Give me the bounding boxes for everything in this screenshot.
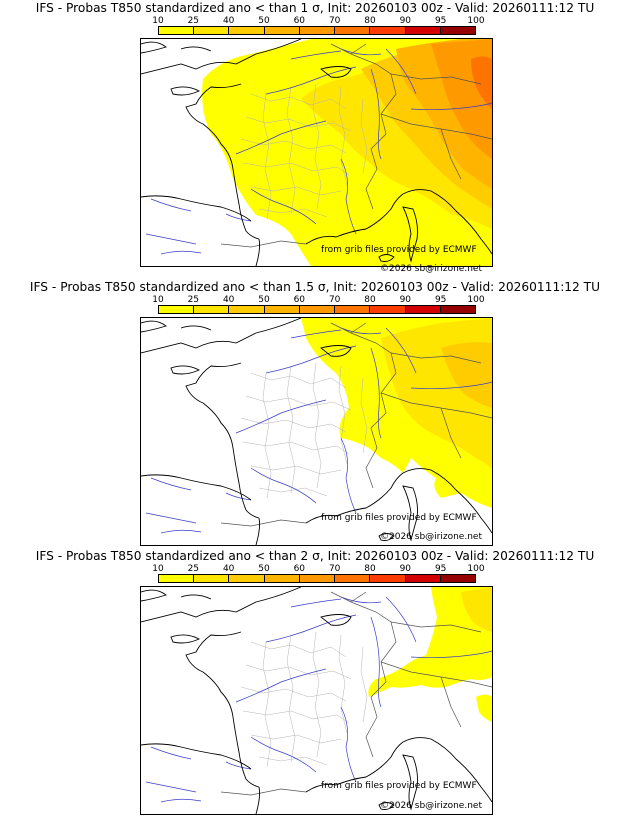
- colorbar-tick-label: 25: [187, 295, 200, 305]
- probability-map: [140, 38, 493, 267]
- colorbar-segment: [194, 575, 230, 582]
- colorbar-tick-label: 90: [399, 295, 412, 305]
- colorbar-tick-label: 95: [434, 295, 447, 305]
- colorbar-tick-label: 80: [364, 295, 376, 305]
- prob-area-25: [461, 587, 492, 632]
- colorbar-labels: 10 25 40 50 60 70 80 90 95 100: [152, 564, 484, 574]
- colorbar-tick-label: 50: [258, 295, 270, 305]
- map-canvas: [141, 587, 492, 814]
- colorbar-tick-label: 90: [399, 16, 412, 26]
- colorbar-tick-label: 50: [258, 16, 270, 26]
- colorbar-labels: 10 25 40 50 60 70 80 90 95 100: [152, 295, 484, 305]
- colorbar-segment: [229, 27, 265, 34]
- colorbar-segment: [370, 306, 406, 313]
- colorbar-segment: [335, 575, 371, 582]
- panel-2: IFS - Probas T850 standardized ano < tha…: [0, 279, 630, 549]
- colorbar-segment: [370, 27, 406, 34]
- colorbar-segment: [194, 27, 230, 34]
- colorbar-tick-label: 60: [293, 16, 306, 26]
- colorbar: [158, 26, 476, 35]
- colorbar-tick-label: 80: [364, 564, 376, 574]
- colorbar-segment: [440, 575, 475, 582]
- colorbar-segment: [335, 27, 371, 34]
- grib-credit: from grib files provided by ECMWF: [321, 781, 477, 791]
- colorbar-segment: [159, 306, 195, 313]
- colorbar-tick-label: 50: [258, 564, 270, 574]
- colorbar-tick-label: 25: [187, 564, 200, 574]
- colorbar-labels: 10 25 40 50 60 70 80 90 95 100: [152, 16, 484, 26]
- copyright: ©2026 sb@irizone.net: [380, 532, 482, 542]
- colorbar-tick-label: 10: [152, 295, 164, 305]
- panel-3: IFS - Probas T850 standardized ano < tha…: [0, 548, 630, 818]
- colorbar-tick-label: 100: [467, 16, 485, 26]
- panel-title: IFS - Probas T850 standardized ano < tha…: [35, 549, 595, 563]
- colorbar: [158, 574, 476, 583]
- colorbar-tick-label: 60: [293, 295, 306, 305]
- colorbar-tick-label: 70: [328, 564, 341, 574]
- colorbar-tick-label: 10: [152, 16, 164, 26]
- colorbar-tick-label: 95: [434, 16, 447, 26]
- colorbar-segment: [264, 575, 300, 582]
- colorbar-tick-label: 40: [222, 16, 235, 26]
- probability-map: [140, 586, 493, 815]
- colorbar-tick-label: 60: [293, 564, 306, 574]
- colorbar-segment: [405, 575, 441, 582]
- colorbar-segment: [229, 575, 265, 582]
- colorbar-tick-label: 25: [187, 16, 200, 26]
- prob-area-low: [368, 587, 492, 697]
- colorbar-segment: [299, 575, 336, 582]
- prob-area-70: [471, 56, 492, 109]
- colorbar-segment: [299, 27, 336, 34]
- panel-title: IFS - Probas T850 standardized ano < tha…: [29, 280, 601, 294]
- colorbar-tick-label: 95: [434, 564, 447, 574]
- colorbar-segment: [194, 306, 230, 313]
- colorbar-segment: [405, 27, 441, 34]
- colorbar-segment: [159, 575, 195, 582]
- prob-area-low-2: [476, 694, 492, 722]
- colorbar-segment: [264, 27, 300, 34]
- colorbar-tick-label: 70: [328, 16, 341, 26]
- colorbar-segment: [440, 27, 475, 34]
- map-canvas: [141, 39, 492, 266]
- colorbar-segment: [159, 27, 195, 34]
- colorbar-tick-label: 80: [364, 16, 376, 26]
- grib-credit: from grib files provided by ECMWF: [321, 245, 477, 255]
- colorbar-tick-label: 100: [467, 564, 485, 574]
- colorbar-segment: [264, 306, 300, 313]
- colorbar-tick-label: 10: [152, 564, 164, 574]
- colorbar-segment: [229, 306, 265, 313]
- colorbar-tick-label: 40: [222, 295, 235, 305]
- prob-area-40: [441, 342, 492, 408]
- colorbar-tick-label: 90: [399, 564, 412, 574]
- colorbar-segment: [299, 306, 336, 313]
- colorbar-segment: [335, 306, 371, 313]
- colorbar-tick-label: 40: [222, 564, 235, 574]
- colorbar: [158, 305, 476, 314]
- panel-1: IFS - Probas T850 standardized ano < tha…: [0, 0, 630, 274]
- colorbar-tick-label: 70: [328, 295, 341, 305]
- probability-map: [140, 317, 493, 546]
- colorbar-tick-label: 100: [467, 295, 485, 305]
- map-canvas: [141, 318, 492, 545]
- colorbar-segment: [405, 306, 441, 313]
- colorbar-segment: [440, 306, 475, 313]
- grib-credit: from grib files provided by ECMWF: [321, 513, 477, 523]
- colorbar-segment: [370, 575, 406, 582]
- panel-title: IFS - Probas T850 standardized ano < tha…: [35, 1, 595, 15]
- copyright: ©2026 sb@irizone.net: [380, 801, 482, 811]
- copyright: ©2026 sb@irizone.net: [380, 264, 482, 274]
